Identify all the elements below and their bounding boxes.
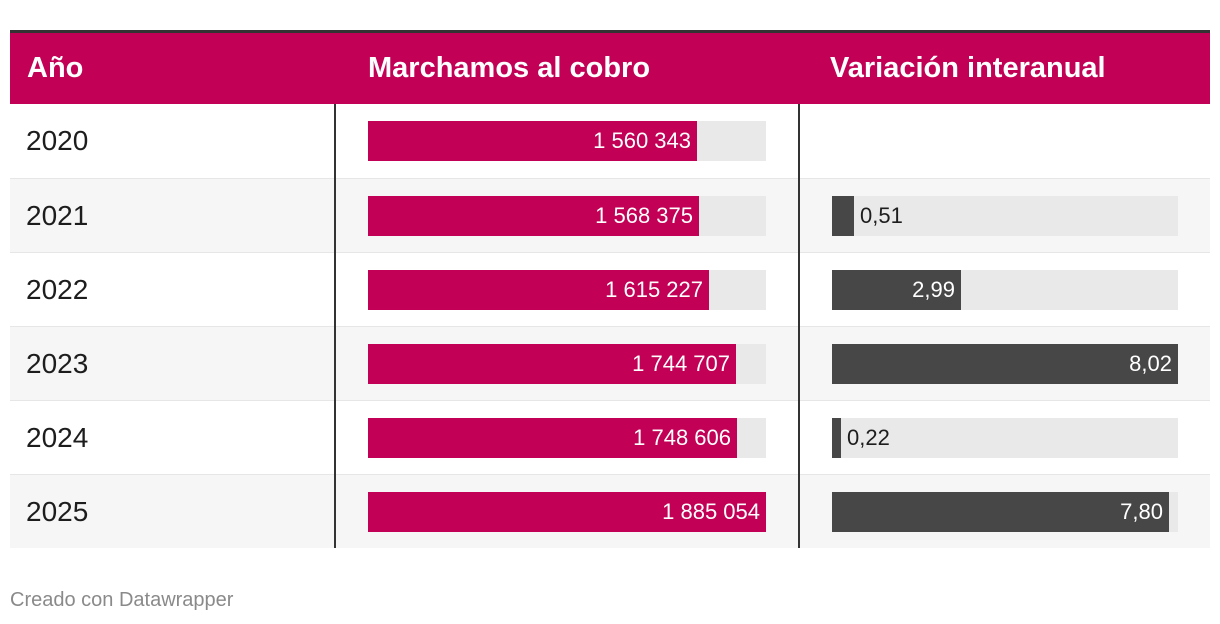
table-header: Año Marchamos al cobro Variación interan… <box>10 33 1210 104</box>
variacion-track: 7,80 <box>832 492 1178 532</box>
variacion-value-label: 0,51 <box>860 203 903 228</box>
marchamos-track: 1 885 054 <box>368 492 766 532</box>
marchamos-value-label: 1 615 227 <box>605 277 703 302</box>
marchamos-track: 1 615 227 <box>368 270 766 310</box>
variacion-value-label: 8,02 <box>1129 351 1172 376</box>
column-divider-2 <box>798 104 800 548</box>
marchamos-bar <box>368 121 697 161</box>
marchamos-bar <box>368 344 736 384</box>
marchamos-track: 1 744 707 <box>368 344 766 384</box>
column-divider-1 <box>334 104 336 548</box>
table-body: 2020 1 560 343 2021 1 568 375 0,51 2022 1 615 … <box>10 104 1210 548</box>
table-row: 2022 1 615 227 2,99 <box>10 252 1210 326</box>
footer-credit[interactable]: Creado con Datawrapper <box>10 589 234 611</box>
variacion-bar <box>832 344 1178 384</box>
table-row: 2023 1 744 707 8,02 <box>10 326 1210 400</box>
marchamos-bar <box>368 270 709 310</box>
table-row: 2025 1 885 054 7,80 <box>10 474 1210 548</box>
year-cell: 2023 <box>26 348 89 379</box>
marchamos-track: 1 748 606 <box>368 418 766 458</box>
year-cell: 2020 <box>26 125 89 156</box>
marchamos-bar <box>368 492 766 532</box>
table-row: 2021 1 568 375 0,51 <box>10 178 1210 252</box>
marchamos-value-label: 1 885 054 <box>662 499 760 524</box>
marchamos-value-label: 1 560 343 <box>593 128 691 153</box>
header-marchamos[interactable]: Marchamos al cobro <box>368 52 651 84</box>
year-cell: 2025 <box>26 496 89 527</box>
variacion-track: 0,51 <box>832 196 1178 236</box>
marchamos-track: 1 568 375 <box>368 196 766 236</box>
table-row: 2020 1 560 343 <box>10 104 1210 178</box>
header-year[interactable]: Año <box>27 52 84 84</box>
data-table: Año Marchamos al cobro Variación interan… <box>10 30 1210 548</box>
variacion-track: 8,02 <box>832 344 1178 384</box>
marchamos-track: 1 560 343 <box>368 121 766 161</box>
marchamos-bar <box>368 196 699 236</box>
variacion-value-label: 7,80 <box>1120 499 1163 524</box>
year-cell: 2024 <box>26 422 89 453</box>
year-cell: 2021 <box>26 200 89 231</box>
variacion-bar <box>832 418 841 458</box>
year-cell: 2022 <box>26 274 89 305</box>
variacion-bar <box>832 196 854 236</box>
variacion-bar <box>832 492 1169 532</box>
variacion-track: 2,99 <box>832 270 1178 310</box>
marchamos-bar <box>368 418 737 458</box>
variacion-bar <box>832 270 961 310</box>
top-rule <box>10 30 1210 33</box>
variacion-track: 0,22 <box>832 418 1178 458</box>
marchamos-value-label: 1 568 375 <box>595 203 693 228</box>
header-variacion[interactable]: Variación interanual <box>830 52 1106 84</box>
variacion-value-label: 0,22 <box>847 425 890 450</box>
marchamos-value-label: 1 744 707 <box>632 351 730 376</box>
variacion-value-label: 2,99 <box>912 277 955 302</box>
table-row: 2024 1 748 606 0,22 <box>10 400 1210 474</box>
marchamos-value-label: 1 748 606 <box>633 425 731 450</box>
